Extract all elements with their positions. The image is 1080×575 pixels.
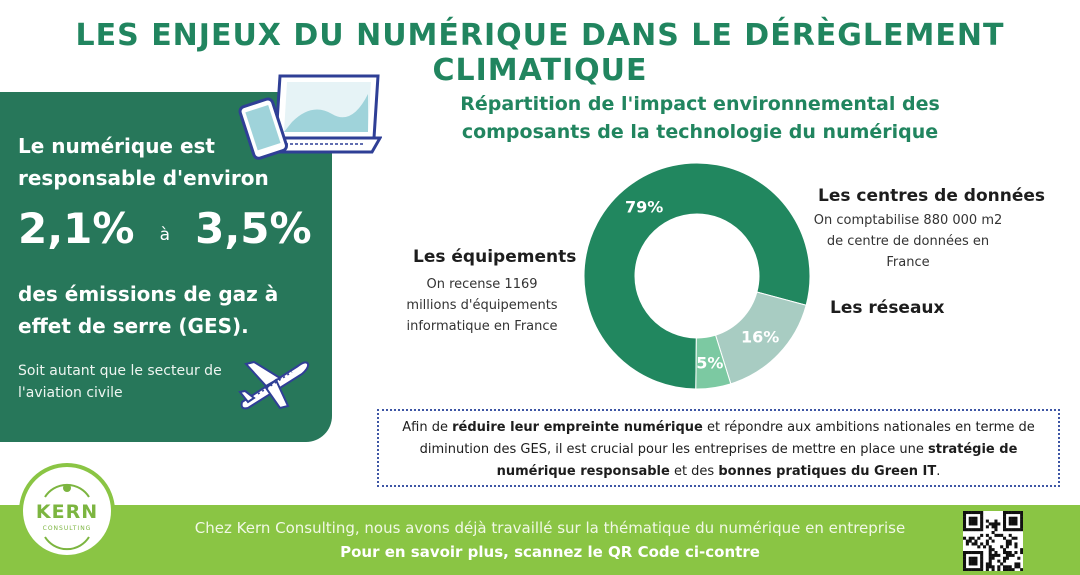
stat-note-line2: l'aviation civile bbox=[18, 385, 123, 401]
desc-centres-line3: France bbox=[886, 255, 930, 270]
chart-title: Répartition de l'impact environnemental … bbox=[440, 90, 960, 146]
stat-percent-range: 2,1% à 3,5% bbox=[18, 204, 312, 260]
stat-percent-separator: à bbox=[159, 224, 170, 245]
stat-note: Soit autant que le secteur de l'aviation… bbox=[18, 360, 228, 404]
label-reseaux: Les réseaux bbox=[830, 298, 945, 318]
qr-code-icon[interactable] bbox=[963, 511, 1023, 571]
stat-text-line2: responsable d'environ bbox=[18, 166, 269, 190]
logo-name: KERN bbox=[35, 501, 99, 523]
cta-text-1: Afin de bbox=[402, 420, 453, 435]
desc-centres-line2: de centre de données en bbox=[826, 234, 990, 249]
value-label-centres-donnees: 16% bbox=[741, 328, 779, 347]
desc-equipements-line2: millions d'équipements bbox=[406, 298, 558, 313]
slice-reseaux bbox=[695, 334, 732, 390]
desc-equipements: On recense 1169 millions d'équipements i… bbox=[382, 274, 582, 337]
stat-percent-high: 3,5% bbox=[195, 204, 312, 253]
airplane-icon bbox=[238, 360, 310, 410]
logo-subtitle: CONSULTING bbox=[42, 525, 92, 532]
recommendation-box: Afin de réduire leur empreinte numérique… bbox=[377, 409, 1060, 487]
footer-call-to-action: Pour en savoir plus, scannez le QR Code … bbox=[340, 543, 760, 561]
laptop-phone-icon bbox=[238, 74, 382, 160]
cta-bold-2: stratégie de numérique responsable bbox=[496, 442, 1018, 479]
slice-equipements bbox=[583, 162, 811, 390]
footer-text: Chez Kern Consulting, nous avons déjà tr… bbox=[194, 519, 906, 537]
cta-bold-1: réduire leur empreinte numérique bbox=[452, 420, 703, 435]
page-title: LES ENJEUX DU NUMÉRIQUE DANS LE DÉRÈGLEM… bbox=[75, 18, 1005, 88]
value-label-reseaux: 5% bbox=[696, 354, 723, 373]
desc-centres-donnees: On comptabilise 880 000 m2 de centre de … bbox=[808, 210, 1008, 273]
stat-text-line4: effet de serre (GES). bbox=[18, 314, 249, 338]
label-equipements: Les équipements bbox=[413, 247, 577, 267]
stat-text-line3: des émissions de gaz à bbox=[18, 282, 279, 306]
desc-centres-line1: On comptabilise 880 000 m2 bbox=[813, 213, 1003, 228]
desc-equipements-line1: On recense 1169 bbox=[426, 277, 538, 292]
footer-bar: Chez Kern Consulting, nous avons déjà tr… bbox=[0, 505, 1080, 575]
stat-text-line1: Le numérique est bbox=[18, 134, 215, 158]
stat-percent-low: 2,1% bbox=[18, 204, 135, 253]
cta-bold-3: bonnes pratiques du Green IT bbox=[718, 464, 937, 479]
desc-equipements-line3: informatique en France bbox=[406, 319, 558, 334]
kern-logo: KERN CONSULTING bbox=[19, 463, 115, 559]
chart-title-line1: Répartition de l'impact environnemental … bbox=[460, 93, 940, 115]
cta-text-2: et répondre aux ambitions nationales en … bbox=[419, 420, 1035, 457]
stat-note-line1: Soit autant que le secteur de bbox=[18, 363, 222, 379]
cta-text-3: et des bbox=[669, 464, 719, 479]
chart-title-line2: composants de la technologie du numériqu… bbox=[461, 121, 939, 143]
label-centres-donnees: Les centres de données bbox=[818, 186, 1046, 206]
logo-arc-icon bbox=[44, 483, 90, 551]
cta-text-4: . bbox=[936, 464, 941, 479]
value-label-equipements: 79% bbox=[625, 197, 663, 216]
